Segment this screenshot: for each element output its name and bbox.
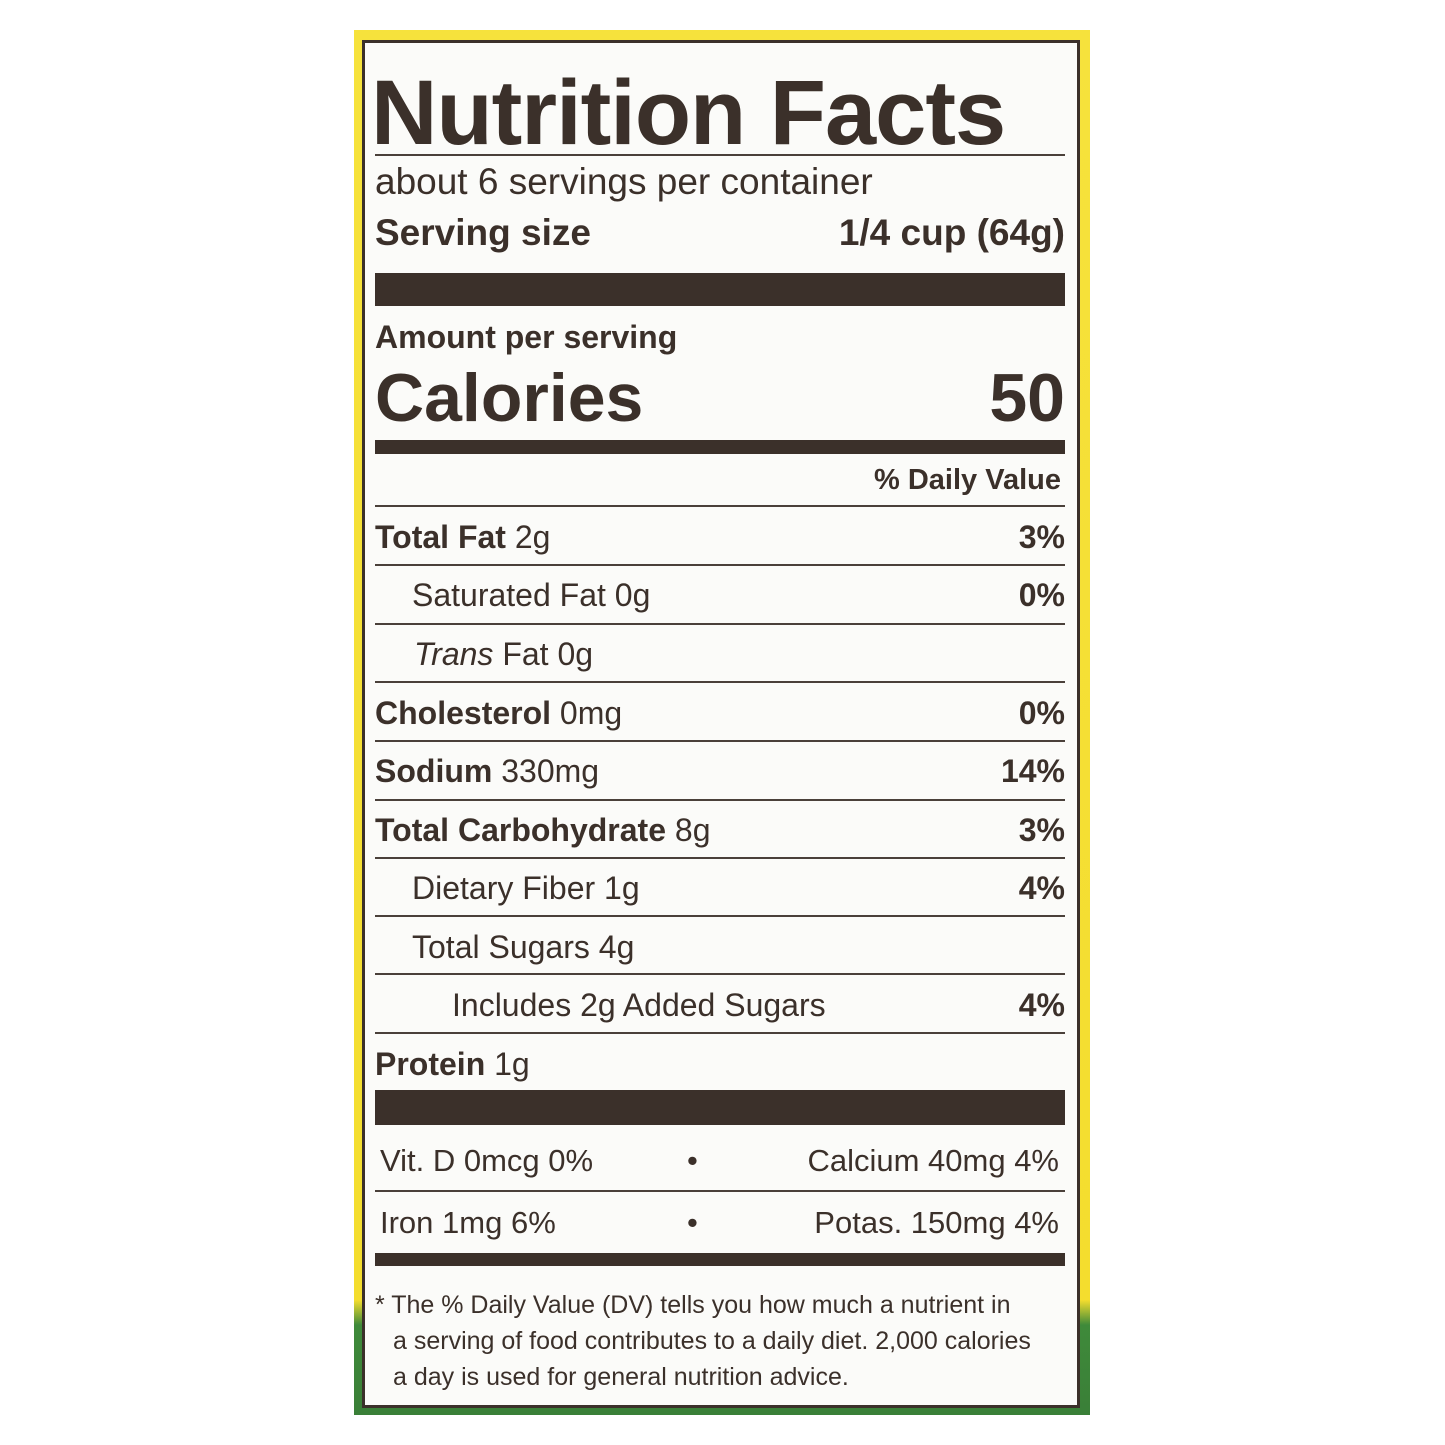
serving-size-label: Serving size: [375, 212, 591, 253]
label-title: Nutrition Facts: [371, 62, 1006, 164]
bullet: •: [687, 1143, 698, 1178]
bullet: •: [687, 1205, 698, 1240]
calories-value: 50: [989, 360, 1065, 436]
thick-divider: [375, 1090, 1065, 1125]
potassium: Potas. 150mg 4%: [814, 1205, 1059, 1240]
thick-divider: [375, 273, 1065, 306]
nutrient-amount: 1g: [494, 1045, 530, 1082]
nutrient-dv: 3%: [1018, 518, 1065, 555]
nutrient-dv: 4%: [1018, 986, 1065, 1023]
calcium: Calcium 40mg 4%: [807, 1143, 1059, 1178]
nutrient-row-trans-fat: Trans Fat 0g: [375, 634, 1065, 674]
thick-divider: [375, 1253, 1065, 1266]
nutrient-row-sodium: Sodium 330mg 14%: [375, 751, 1065, 791]
nutrient-row-cholesterol: Cholesterol 0mg 0%: [375, 693, 1065, 733]
calories-row: Calories 50: [375, 358, 1065, 438]
nutrient-row-added-sugars: Includes 2g Added Sugars 4%: [375, 985, 1065, 1025]
vitamin-d: Vit. D 0mcg 0%: [380, 1143, 594, 1178]
nutrient-name: Sodium: [375, 752, 493, 789]
nutrient-amount: 0g: [614, 576, 651, 613]
nutrient-amount: 2g: [514, 518, 551, 555]
thick-divider: [375, 440, 1065, 454]
divider: [375, 505, 1065, 507]
nutrient-name: Saturated Fat: [412, 576, 606, 613]
daily-value-header: % Daily Value: [874, 464, 1061, 496]
amount-per-serving: Amount per serving: [375, 319, 678, 355]
nutrient-row-dietary-fiber: Dietary Fiber 1g 4%: [375, 868, 1065, 908]
divider: [375, 154, 1065, 156]
footnote-line: * The % Daily Value (DV) tells you how m…: [375, 1291, 1011, 1319]
nutrient-name: Includes 2g Added Sugars: [452, 986, 826, 1023]
nutrient-amount: 0mg: [559, 694, 623, 731]
calories-label: Calories: [375, 360, 644, 436]
footnote-line: a day is used for general nutrition advi…: [393, 1363, 849, 1391]
nutrient-amount: 8g: [674, 811, 711, 848]
nutrition-facts-label: Nutrition Facts about 6 servings per con…: [362, 40, 1080, 1408]
nutrient-amount: 330mg: [501, 752, 600, 789]
nutrient-dv: 0%: [1018, 694, 1065, 731]
nutrient-dv: 3%: [1018, 811, 1065, 848]
nutrient-row-saturated-fat: Saturated Fat 0g 0%: [375, 575, 1065, 615]
footnote: * The % Daily Value (DV) tells you how m…: [375, 1287, 1031, 1395]
nutrient-row-total-fat: Total Fat 2g 3%: [375, 517, 1065, 557]
nutrient-name: Protein: [375, 1045, 486, 1082]
nutrient-name: Total Sugars: [412, 928, 590, 965]
serving-size-row: Serving size 1/4 cup (64g): [375, 212, 1065, 253]
serving-size-value: 1/4 cup (64g): [838, 212, 1065, 253]
nutrient-amount: 1g: [604, 869, 640, 906]
nutrient-name-rest: Fat: [502, 635, 549, 672]
nutrient-dv: 0%: [1018, 576, 1065, 613]
nutrient-name: Total Fat: [375, 518, 506, 555]
nutrient-name: Cholesterol: [375, 694, 552, 731]
nutrient-row-total-carbohydrate: Total Carbohydrate 8g 3%: [375, 810, 1065, 850]
iron: Iron 1mg 6%: [380, 1205, 556, 1240]
footnote-line: a serving of food contributes to a daily…: [393, 1327, 1031, 1355]
nutrient-name: Total Carbohydrate: [375, 811, 666, 848]
nutrient-amount: 4g: [598, 928, 635, 965]
divider: [375, 1190, 1065, 1192]
nutrient-dv: 4%: [1018, 869, 1065, 906]
nutrient-dv: 14%: [1000, 752, 1065, 789]
nutrient-name: Trans: [414, 635, 494, 672]
nutrient-name: Dietary Fiber: [412, 869, 596, 906]
nutrient-row-protein: Protein 1g: [375, 1044, 1065, 1084]
nutrient-row-total-sugars: Total Sugars 4g: [375, 927, 1065, 967]
nutrient-amount: 0g: [557, 635, 594, 672]
servings-per-container: about 6 servings per container: [375, 161, 873, 202]
